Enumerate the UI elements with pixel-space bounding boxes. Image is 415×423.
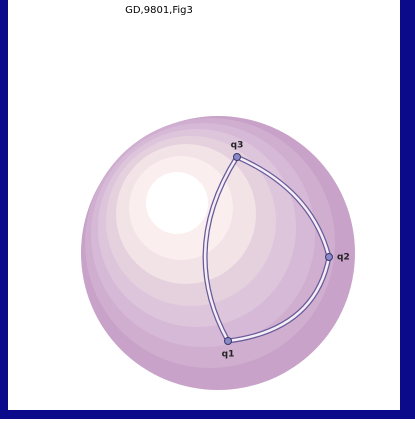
node-label: q2 <box>337 253 350 263</box>
highlight <box>146 172 208 234</box>
node-label: q3 <box>231 141 244 151</box>
node-label: q1 <box>222 350 235 360</box>
sphere <box>81 116 355 390</box>
node <box>326 254 333 261</box>
title: GD,9801,Fig3 <box>125 5 193 16</box>
node <box>225 338 232 345</box>
node <box>234 154 241 161</box>
screen: GD,9801,Fig3 q1 q2 q3 <box>0 0 415 419</box>
